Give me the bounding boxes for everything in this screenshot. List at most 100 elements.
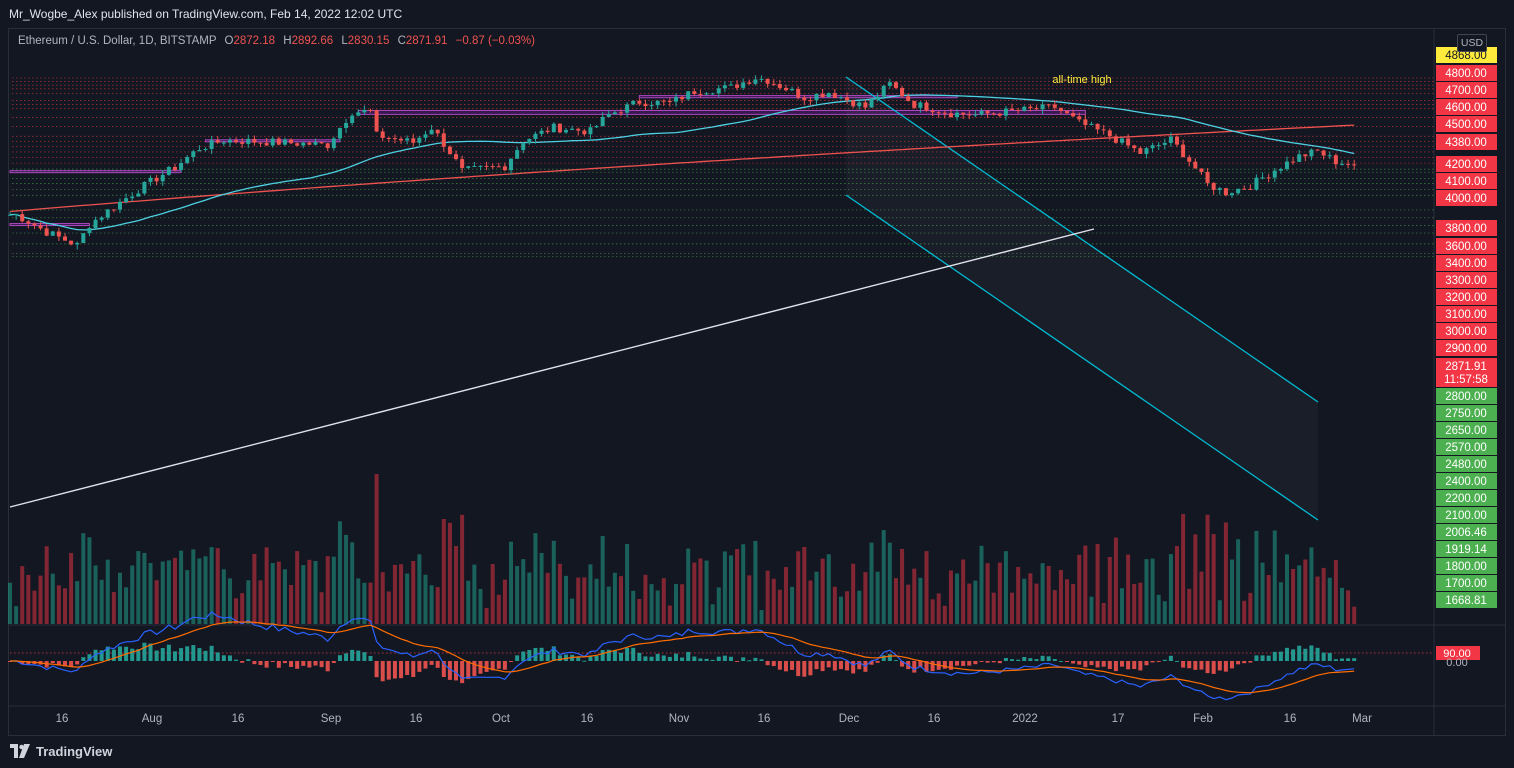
price-axis-label: 4380.00 [1445, 137, 1487, 149]
candle-body [1217, 188, 1222, 190]
candle-body [399, 138, 404, 141]
price-axis-label-bg [1436, 306, 1497, 322]
change-value: −0.87 (−0.03%) [455, 35, 535, 47]
price-axis: 4868.00 4800.00 4700.00 4600.00 4500.00 4380.… [1436, 47, 1497, 608]
volume-bar [1046, 566, 1051, 624]
chart-frame [8, 28, 1506, 736]
candle-body [166, 167, 171, 175]
volume-bar [875, 571, 880, 624]
high-value: 2892.66 [291, 35, 334, 47]
price-axis-label: 4000.00 [1445, 193, 1487, 205]
price-axis-label: 3200.00 [1445, 292, 1487, 304]
volume-bar [496, 594, 501, 624]
candle-body [270, 138, 275, 146]
candle-body [20, 214, 25, 222]
oscillator-bar [337, 655, 342, 661]
candle-body [979, 110, 984, 115]
volume-bar [374, 474, 379, 624]
time-axis-label: 16 [581, 713, 594, 725]
oscillator-bar [1022, 656, 1027, 661]
footer-brand[interactable]: TradingView [10, 742, 112, 760]
volume-bar [796, 551, 801, 624]
oscillator-bar [1065, 661, 1070, 662]
candle-body [441, 133, 446, 147]
oscillator-bar [502, 661, 507, 670]
osc-axis-label: 90.00 [1443, 648, 1471, 660]
candle-body [1223, 188, 1228, 196]
volume-bar [1230, 559, 1234, 624]
volume-bar [912, 568, 917, 624]
price-axis-label-bg [1436, 238, 1497, 254]
volume-bar [551, 540, 556, 624]
oscillator-bar [136, 649, 141, 661]
price-axis-label: 2800.00 [1445, 391, 1487, 403]
candle-body [148, 177, 153, 182]
volume-bar [1181, 514, 1186, 624]
oscillator-bar [918, 661, 923, 668]
volume-bar [643, 574, 648, 624]
price-axis-label: 4600.00 [1445, 102, 1487, 114]
candle-body [1284, 161, 1289, 169]
volume-bar [783, 567, 788, 624]
candle-body [447, 146, 452, 155]
candle-body [191, 151, 196, 158]
volume-bar [545, 572, 550, 624]
volume-bar [1236, 539, 1241, 624]
volume-bar [405, 573, 410, 624]
candle-body [924, 102, 929, 111]
oscillator-bar [105, 646, 110, 661]
oscillator-bar [380, 661, 385, 682]
candle-body [759, 78, 764, 80]
volume-bar [759, 610, 764, 624]
oscillator-bar [582, 660, 587, 662]
oscillator-bar [276, 661, 281, 668]
oscillator-bar [1040, 655, 1045, 661]
symbol-title[interactable]: Ethereum / U.S. Dollar, 1D, BITSTAMP [18, 35, 217, 47]
volume-bar [142, 552, 147, 624]
candle-body [985, 110, 990, 114]
volume-bar [368, 582, 373, 624]
currency-unit-button[interactable]: USD [1457, 34, 1487, 52]
candle-body [1291, 161, 1296, 163]
price-axis-label-bg [1436, 134, 1497, 150]
candle-body [838, 97, 843, 99]
oscillator-bar [1260, 655, 1265, 661]
oscillator-bar [289, 661, 294, 667]
oscillator-bar [1046, 656, 1051, 661]
volume-bar [832, 586, 837, 624]
volume-bar [1242, 600, 1247, 624]
oscillator-bar [154, 650, 159, 661]
candle-body [478, 165, 483, 167]
oscillator-bar [1199, 661, 1204, 670]
volume-bar [1058, 569, 1063, 624]
volume-bar [105, 559, 110, 624]
candle-body [649, 105, 654, 107]
oscillator-bar [295, 661, 300, 669]
top-bar: Mr_Wogbe_Alex published on TradingView.c… [0, 0, 1514, 28]
oscillator-bar [924, 661, 929, 672]
volume-bar [521, 559, 526, 624]
volume-bar [466, 580, 471, 624]
oscillator-bar [606, 649, 611, 661]
oscillator-bar [117, 646, 122, 661]
volume-bar [704, 560, 709, 624]
candle-body [197, 150, 202, 152]
volume-bar [808, 580, 813, 624]
volume-bar [692, 562, 697, 624]
candle-body [319, 142, 324, 144]
oscillator-bar [301, 661, 306, 666]
candle-body [93, 219, 98, 229]
oscillator-bar [203, 650, 208, 661]
oscillator-bar [619, 652, 623, 661]
volume-bar [478, 588, 483, 624]
volume-bar [1138, 582, 1143, 624]
low-value: 2830.15 [347, 35, 390, 47]
volume-bar [75, 581, 80, 624]
oscillator-bar [655, 653, 660, 661]
price-axis-label-bg [1436, 592, 1497, 608]
oscillator-bar [771, 661, 776, 667]
candle-body [851, 100, 856, 107]
candle-body [906, 96, 911, 101]
volume-bar [411, 560, 416, 624]
